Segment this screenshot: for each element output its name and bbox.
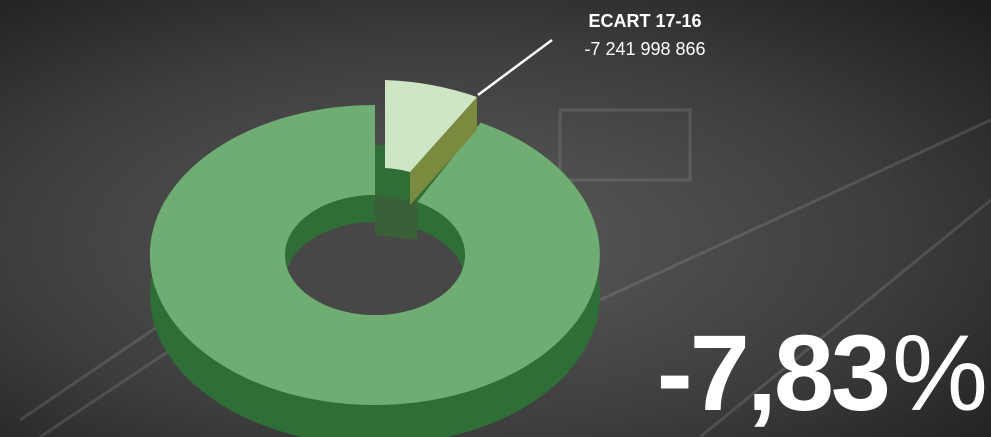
infographic: ECART 17-16 -7 241 998 866 -7,83%: [0, 0, 991, 437]
page: {"callout": {"label": "ECART 17-16", "va…: [0, 0, 991, 437]
headline-number: -7,83: [657, 312, 888, 433]
headline-unit: %: [892, 312, 988, 433]
callout-label: ECART 17-16: [588, 11, 701, 31]
headline: -7,83%: [657, 312, 988, 433]
callout-value: -7 241 998 866: [584, 39, 705, 59]
